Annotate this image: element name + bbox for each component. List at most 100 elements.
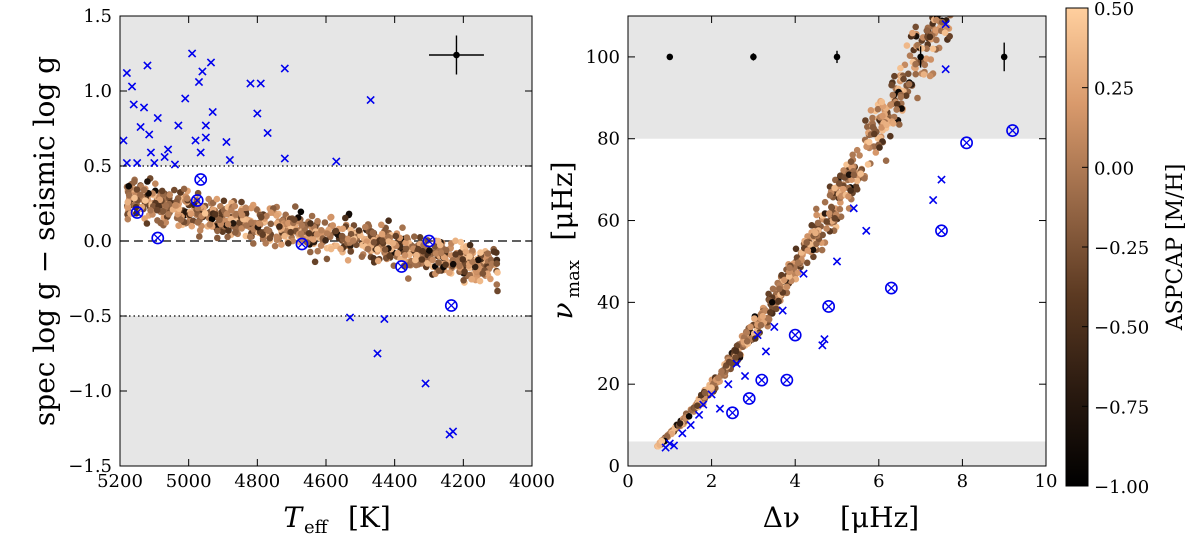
right-ylabel-sub: max	[563, 260, 584, 298]
right-metallicity-point	[903, 42, 911, 49]
left-xlabel-unit: [K]	[348, 501, 391, 534]
right-metallicity-point	[932, 27, 939, 34]
left-metallicity-point	[242, 204, 249, 212]
left-cross-point	[201, 121, 210, 130]
left-metallicity-point	[124, 198, 132, 206]
left-metallicity-point	[156, 196, 164, 204]
right-metallicity-point	[803, 239, 810, 246]
right-metallicity-point	[769, 285, 777, 293]
left-cross-point	[187, 49, 197, 58]
right-metallicity-point	[794, 259, 802, 267]
right-circled-cross-point	[726, 406, 739, 420]
left-cross-point	[421, 379, 430, 388]
left-metallicity-point	[131, 194, 138, 202]
left-cross-point	[280, 154, 289, 163]
left-xtick-label: 4800	[234, 471, 280, 492]
left-cross-stroke	[280, 154, 289, 163]
right-shaded-region-0	[628, 16, 1046, 139]
left-metallicity-point	[418, 256, 426, 263]
right-metallicity-point	[845, 205, 853, 212]
left-cross-stroke	[263, 128, 272, 138]
left-metallicity-point	[484, 250, 492, 257]
left-metallicity-point	[442, 261, 449, 269]
left-cross-stroke	[201, 121, 210, 130]
left-circled-cross-point	[422, 234, 436, 248]
right-cross-point	[761, 347, 771, 356]
right-cross-point	[778, 306, 787, 315]
right-metallicity-point	[876, 144, 883, 151]
right-cross-point	[686, 420, 695, 430]
right-metallicity-point	[701, 389, 709, 397]
left-cross-stroke	[120, 136, 128, 145]
right-error-bar-point	[833, 53, 841, 61]
left-metallicity-point	[214, 234, 221, 242]
colorbar-label: ASPCAP [M/H]	[1163, 164, 1188, 332]
left-cross-stroke	[332, 157, 341, 166]
left-cross-stroke	[170, 160, 180, 169]
right-metallicity-point	[946, 16, 953, 18]
right-cross-stroke	[937, 175, 946, 184]
right-cross-stroke	[669, 441, 679, 450]
left-metallicity-point	[446, 269, 453, 277]
left-metallicity-point	[487, 275, 494, 283]
left-cross-point	[122, 158, 132, 168]
left-metallicity-point	[255, 220, 263, 227]
left-cross-stroke	[256, 79, 265, 88]
left-cross-point	[191, 136, 200, 145]
right-metallicity-point	[934, 6, 941, 13]
left-metallicity-point	[157, 219, 164, 227]
left-cross-stroke	[136, 122, 145, 132]
right-circled-cross-point	[1006, 124, 1019, 137]
left-metallicity-point	[314, 217, 321, 225]
right-cross-point	[665, 439, 674, 448]
left-metallicity-point	[216, 216, 223, 224]
right-metallicity-point	[883, 121, 890, 129]
right-cross-stroke	[1008, 126, 1017, 135]
right-metallicity-point	[847, 187, 854, 194]
right-metallicity-point	[821, 198, 829, 206]
left-ytick-label: 1.0	[83, 81, 112, 102]
right-metallicity-point	[928, 5, 935, 12]
colorbar-tick-label: −1.00	[1094, 477, 1149, 498]
left-cross-point	[127, 82, 137, 91]
logg-residual-panel: 5200 5000 4800 4600 4400 4200 4000 −1.5 −1.0 −0.5…	[28, 6, 555, 538]
right-metallicity-point	[939, 8, 946, 15]
right-cross-stroke	[724, 380, 733, 389]
left-cross-point	[170, 160, 180, 169]
left-xtick-label: 4600	[303, 471, 349, 492]
left-metallicity-point	[314, 247, 322, 255]
right-metallicity-point	[900, 75, 907, 83]
left-cross-stroke	[133, 158, 142, 168]
left-circle-marker	[194, 173, 208, 186]
right-ytick-label: 40	[597, 292, 620, 313]
right-circle-marker	[755, 373, 769, 387]
left-cross-point	[139, 103, 149, 112]
colorbar-tick-label: 0.00	[1094, 158, 1134, 179]
right-circle-marker	[726, 406, 739, 420]
colorbar-tick-label: −0.50	[1094, 318, 1149, 339]
left-metallicity-point	[196, 233, 203, 240]
left-metallicity-point	[213, 195, 221, 203]
left-cross-stroke	[196, 148, 205, 157]
left-cross-stroke	[163, 145, 173, 154]
right-cross-stroke	[745, 394, 754, 403]
right-cross-stroke	[820, 335, 829, 344]
left-metallicity-point	[276, 223, 283, 230]
left-cross-stroke	[127, 82, 137, 91]
left-ytick-label: −1.0	[68, 381, 112, 402]
left-metallicity-point	[292, 203, 299, 210]
left-circle-marker	[295, 237, 309, 251]
left-metallicity-point	[323, 255, 331, 263]
right-metallicity-point	[813, 211, 820, 219]
left-metallicity-point	[494, 269, 501, 276]
left-metallicity-point	[338, 232, 346, 240]
left-metallicity-point	[424, 260, 431, 267]
right-xtick-label: 10	[1035, 471, 1058, 492]
right-metallicity-point	[887, 101, 894, 108]
left-metallicity-point	[379, 237, 386, 245]
right-metallicity-point	[918, 45, 926, 52]
right-metallicity-point	[685, 413, 693, 420]
left-cross-stroke	[146, 148, 156, 157]
right-circle-marker	[742, 392, 756, 405]
left-cross-point	[222, 137, 231, 147]
